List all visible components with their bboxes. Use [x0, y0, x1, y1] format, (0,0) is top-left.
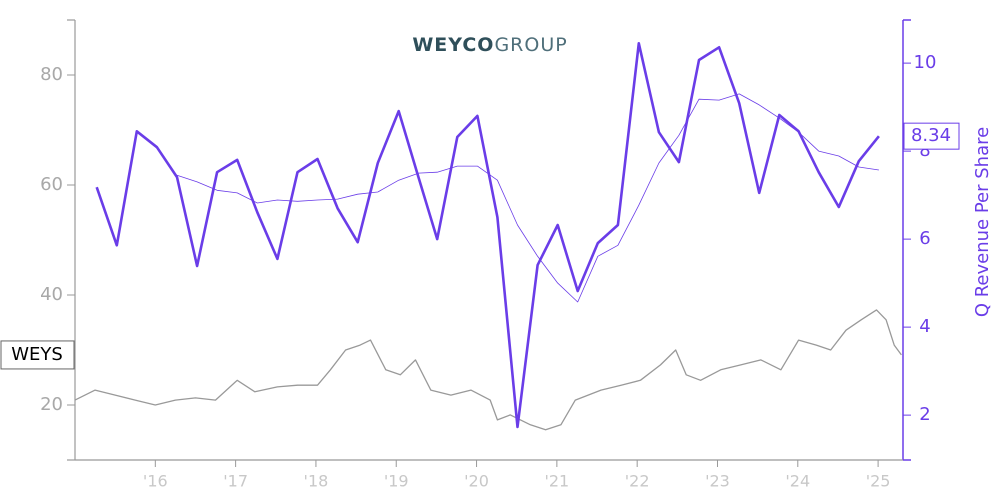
logo-light: GROUP	[494, 34, 567, 56]
logo: WEYCOGROUP	[412, 34, 567, 56]
y-tick-label: 80	[40, 64, 63, 85]
ticker-box	[0, 340, 75, 370]
last-value-label: 8.34	[911, 125, 951, 146]
logo-bold: WEYCO	[412, 34, 494, 56]
x-tick-label: '18	[304, 472, 329, 491]
y2-tick-label: 10	[914, 52, 937, 73]
x-tick-label: '17	[223, 472, 248, 491]
series-line	[95, 42, 880, 429]
last-value-box	[903, 122, 960, 150]
x-tick-label: '24	[785, 472, 810, 491]
y2-tick-label: 2	[919, 404, 930, 425]
x-tick-label: '16	[143, 472, 168, 491]
x-tick-label: '21	[544, 472, 569, 491]
x-tick-label: '23	[705, 472, 730, 491]
y2-tick-label: 6	[919, 228, 930, 249]
x-tick-label: '22	[625, 472, 650, 491]
series-line	[176, 93, 879, 303]
y-tick-label: 60	[40, 174, 63, 195]
y2-axis-title: Q Revenue Per Share	[972, 127, 993, 317]
x-tick-label: '20	[464, 472, 489, 491]
ticker-label: WEYS	[11, 344, 63, 365]
x-tick-label: '25	[866, 472, 891, 491]
series-line	[74, 309, 902, 431]
y-tick-label: 40	[40, 284, 63, 305]
y-tick-label: 20	[40, 394, 63, 415]
y2-tick-label: 4	[919, 316, 930, 337]
x-tick-label: '19	[384, 472, 409, 491]
y2-tick-label: 8	[919, 140, 930, 161]
